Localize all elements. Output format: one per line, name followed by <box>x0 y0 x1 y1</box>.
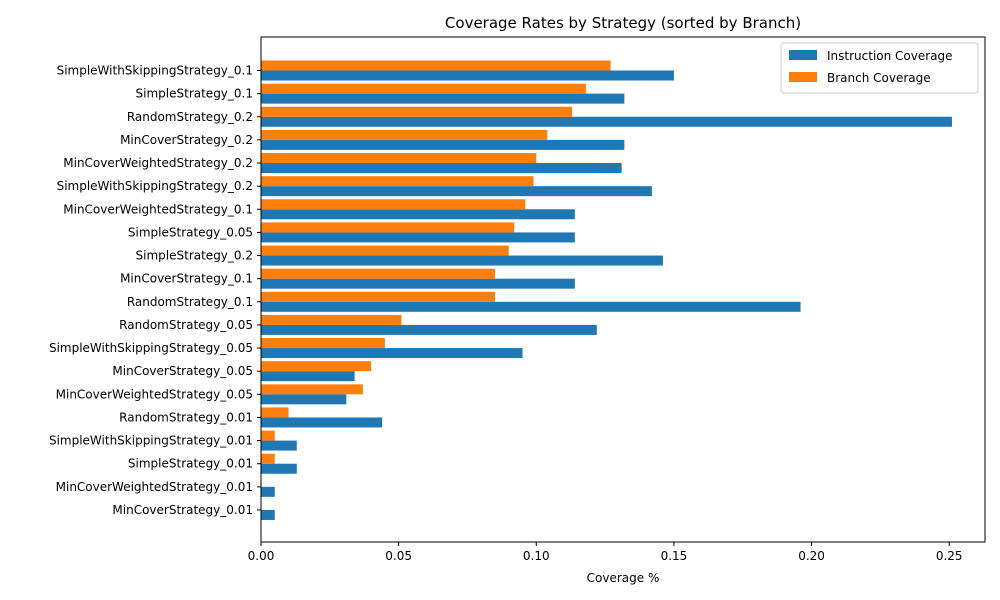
x-tick-label: 0.15 <box>661 549 688 563</box>
bar-instruction-20 <box>261 509 275 520</box>
bar-instruction-1 <box>261 70 674 81</box>
y-tick-label: SimpleWithSkippingStrategy_0.2 <box>57 179 253 193</box>
bar-branch-10 <box>261 268 495 279</box>
bar-branch-8 <box>261 222 515 233</box>
y-tick-label: SimpleWithSkippingStrategy_0.01 <box>49 434 253 448</box>
bar-instruction-17 <box>261 440 297 451</box>
y-axis-ticks: SimpleWithSkippingStrategy_0.1 SimpleStra… <box>49 64 261 517</box>
bar-instruction-12 <box>261 324 597 335</box>
y-tick-label: MinCoverStrategy_0.1 <box>120 272 253 286</box>
y-tick-label: MinCoverWeightedStrategy_0.2 <box>63 156 253 170</box>
bar-instruction-11 <box>261 301 801 312</box>
y-tick-label: MinCoverWeightedStrategy_0.05 <box>56 387 253 401</box>
bar-branch-15 <box>261 384 363 395</box>
bar-branch-18 <box>261 453 275 464</box>
bar-instruction-9 <box>261 255 663 266</box>
bar-branch-16 <box>261 407 289 418</box>
x-axis-ticks: 0.00 0.05 0.10 0.15 0.20 0.25 <box>248 542 963 563</box>
y-tick-label: SimpleWithSkippingStrategy_0.1 <box>57 64 253 78</box>
bar-branch-2 <box>261 83 586 94</box>
y-tick-label: MinCoverStrategy_0.05 <box>112 364 253 378</box>
y-tick-label: MinCoverWeightedStrategy_0.01 <box>56 480 253 494</box>
bar-branch-7 <box>261 199 526 210</box>
bars-group <box>261 60 952 520</box>
y-tick-label: RandomStrategy_0.2 <box>127 110 253 124</box>
y-tick-label: RandomStrategy_0.05 <box>119 318 253 332</box>
bar-branch-3 <box>261 106 573 117</box>
bar-instruction-7 <box>261 209 575 220</box>
bar-instruction-13 <box>261 348 523 359</box>
bar-branch-12 <box>261 314 402 325</box>
bar-branch-5 <box>261 153 537 164</box>
bar-instruction-3 <box>261 116 952 127</box>
x-axis-label: Coverage % <box>587 571 660 585</box>
y-tick-label: RandomStrategy_0.01 <box>119 410 253 424</box>
bar-branch-14 <box>261 361 372 372</box>
chart-title: Coverage Rates by Strategy (sorted by Br… <box>445 14 801 32</box>
y-tick-label: MinCoverStrategy_0.01 <box>112 503 253 517</box>
y-tick-label: SimpleStrategy_0.1 <box>136 87 253 101</box>
legend: Instruction Coverage Branch Coverage <box>780 42 979 94</box>
x-tick-label: 0.05 <box>385 549 412 563</box>
bar-branch-9 <box>261 245 509 256</box>
x-tick-label: 0.20 <box>798 549 825 563</box>
bar-instruction-14 <box>261 371 355 382</box>
bar-instruction-2 <box>261 93 625 104</box>
legend-swatch-instruction <box>789 50 817 60</box>
bar-instruction-4 <box>261 139 625 150</box>
plot-frame <box>260 36 986 543</box>
bar-instruction-8 <box>261 232 575 243</box>
bar-instruction-10 <box>261 278 575 289</box>
y-tick-label: RandomStrategy_0.1 <box>127 295 253 309</box>
x-tick-label: 0.25 <box>936 549 963 563</box>
y-tick-label: MinCoverWeightedStrategy_0.1 <box>63 202 253 216</box>
bar-branch-4 <box>261 129 548 140</box>
bar-instruction-16 <box>261 417 383 428</box>
x-tick-label: 0.10 <box>523 549 550 563</box>
bar-branch-1 <box>261 60 611 71</box>
bar-branch-13 <box>261 338 385 349</box>
y-tick-label: SimpleStrategy_0.2 <box>136 249 253 263</box>
bar-instruction-19 <box>261 486 275 497</box>
y-tick-label: SimpleWithSkippingStrategy_0.05 <box>49 341 253 355</box>
x-tick-label: 0.00 <box>248 549 275 563</box>
bar-branch-11 <box>261 291 495 302</box>
y-tick-label: SimpleStrategy_0.01 <box>128 457 253 471</box>
bar-branch-17 <box>261 430 275 441</box>
bar-instruction-5 <box>261 163 622 174</box>
y-tick-label: SimpleStrategy_0.05 <box>128 225 253 239</box>
legend-label-branch: Branch Coverage <box>827 71 931 85</box>
legend-swatch-branch <box>789 72 817 82</box>
y-tick-label: MinCoverStrategy_0.2 <box>120 133 253 147</box>
bar-branch-6 <box>261 176 534 187</box>
bar-instruction-18 <box>261 463 297 474</box>
legend-frame <box>780 42 979 94</box>
bar-instruction-6 <box>261 186 652 197</box>
bar-instruction-15 <box>261 394 347 405</box>
legend-label-instruction: Instruction Coverage <box>827 49 953 63</box>
